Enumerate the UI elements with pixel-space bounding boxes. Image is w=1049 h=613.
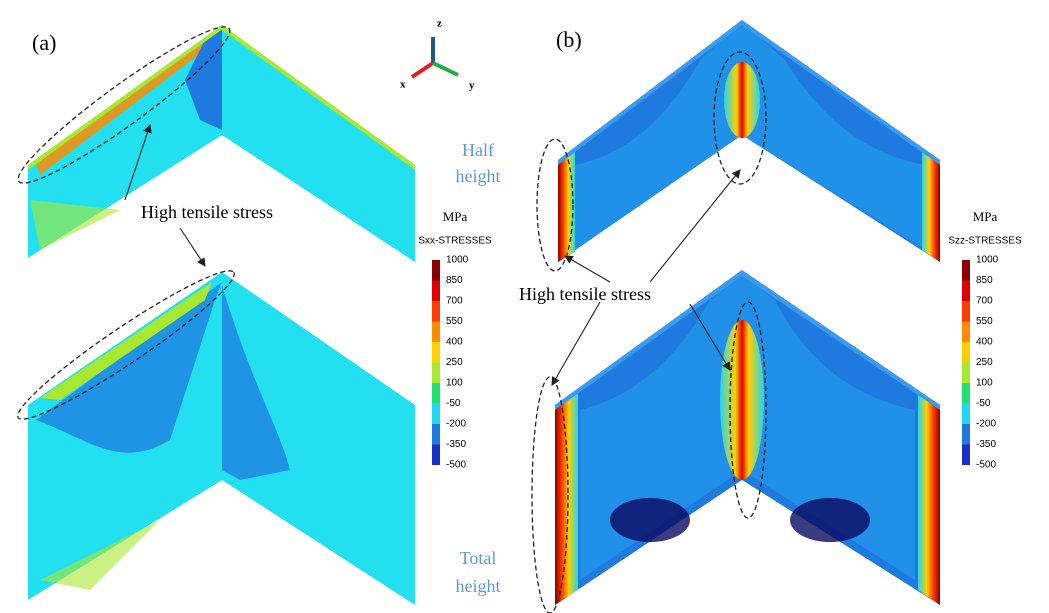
legend-unit: MPa — [443, 209, 468, 224]
triad-y: y — [469, 80, 475, 92]
legend-level: 100 — [976, 378, 993, 389]
legend-level: -500 — [446, 460, 466, 471]
legend-level: -500 — [976, 460, 996, 471]
triad-z: z — [437, 18, 442, 30]
legend-swatch — [962, 383, 970, 404]
panel-b-plates — [555, 20, 940, 605]
legend-swatch — [432, 322, 440, 343]
legend-swatch — [432, 281, 440, 302]
side-label: Half — [462, 140, 494, 160]
legend-swatch — [962, 404, 970, 425]
panel-a-plates — [28, 25, 415, 605]
annotation: High tensile stress — [141, 202, 273, 222]
legend-level: 850 — [976, 275, 993, 286]
legend-swatch — [432, 404, 440, 425]
legend-level: -350 — [976, 439, 996, 450]
triad-x: x — [400, 79, 406, 91]
panel-label: (a) — [32, 30, 56, 55]
legend-swatch — [962, 281, 970, 302]
side-label: height — [456, 166, 501, 186]
legend-level: 400 — [446, 337, 463, 348]
legend-swatch — [432, 301, 440, 322]
annotation: High tensile stress — [519, 284, 651, 304]
legend-level: 700 — [976, 296, 993, 307]
legend-swatch — [962, 260, 970, 281]
legend-level: -200 — [976, 419, 996, 430]
legend-level: 700 — [446, 296, 463, 307]
axis-triad: z x y — [400, 18, 475, 92]
legend-swatch — [432, 383, 440, 404]
side-label: Total — [460, 548, 497, 568]
legend-title: Szz-STRESSES — [948, 236, 1022, 247]
legend-level: 550 — [446, 316, 463, 327]
legend-unit: MPa — [973, 209, 998, 224]
legend-swatch — [432, 342, 440, 363]
legend-swatch — [962, 342, 970, 363]
legend-level: -50 — [976, 398, 991, 409]
legend-level: -50 — [446, 398, 461, 409]
legend-level: 400 — [976, 337, 993, 348]
legend-swatch — [962, 301, 970, 322]
legend-level: 250 — [446, 357, 463, 368]
legend-level: 100 — [446, 378, 463, 389]
legend-swatch — [962, 424, 970, 445]
legend-level: 250 — [976, 357, 993, 368]
legend-swatch — [962, 363, 970, 384]
legend-title: Sxx-STRESSES — [418, 236, 492, 247]
legend-level: 1000 — [976, 255, 999, 266]
legend-swatch — [432, 445, 440, 466]
legend-level: -350 — [446, 439, 466, 450]
legend-swatch — [432, 363, 440, 384]
legend-swatch — [962, 322, 970, 343]
legend-level: 550 — [976, 316, 993, 327]
legend-level: 850 — [446, 275, 463, 286]
side-label: height — [456, 576, 501, 596]
legend-swatch — [962, 445, 970, 466]
panel-label: (b) — [556, 27, 582, 52]
figure: z x y (a) (b) High tensile stress High t… — [0, 0, 1049, 613]
legend-swatch — [432, 260, 440, 281]
legend-level: -200 — [446, 419, 466, 430]
legend-level: 1000 — [446, 255, 469, 266]
legend-swatch — [432, 424, 440, 445]
